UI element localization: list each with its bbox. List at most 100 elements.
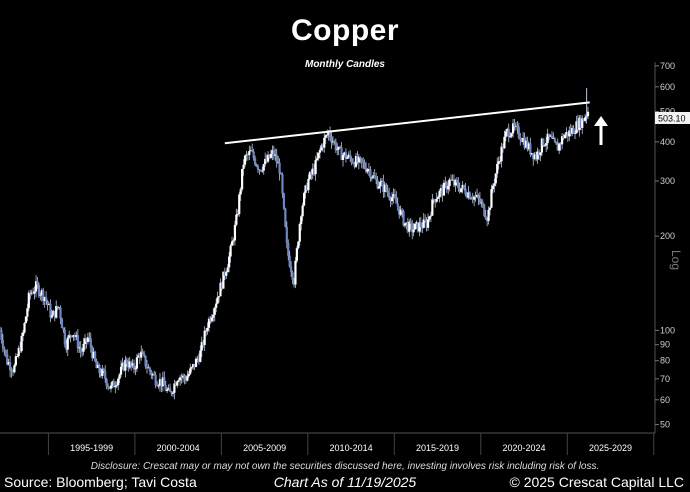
candle-body: [27, 292, 30, 309]
candle-body: [467, 192, 470, 198]
candle-body: [556, 144, 559, 151]
candle-body: [462, 185, 466, 189]
candle-body: [8, 362, 12, 371]
candle-body: [275, 154, 278, 163]
candle-body: [85, 338, 88, 342]
candle-body: [115, 385, 118, 387]
candle-body: [200, 342, 203, 351]
candle-body: [96, 364, 100, 369]
candle-body: [228, 256, 231, 268]
candle-body: [124, 359, 127, 371]
candle-body: [315, 158, 319, 161]
candle-body: [217, 296, 221, 298]
candle-body: [285, 226, 288, 243]
candle-body: [19, 347, 22, 352]
source-text: Source: Bloomberg; Tavi Costa: [4, 474, 197, 490]
candle-body: [122, 363, 126, 371]
candle-body: [199, 350, 202, 362]
candle-body: [269, 154, 273, 158]
candle-body: [213, 307, 216, 315]
candle-body: [432, 199, 435, 201]
candle-body: [553, 138, 556, 142]
footer-bar: Source: Bloomberg; Tavi Costa Chart As o…: [0, 474, 690, 492]
candle-body: [522, 138, 525, 142]
candle-body: [42, 290, 45, 301]
candle-body: [513, 123, 516, 127]
candle-body: [117, 378, 120, 386]
candle-body: [483, 204, 486, 216]
candle-body: [212, 314, 215, 318]
candle-body: [66, 337, 69, 350]
candle-body: [559, 143, 562, 145]
candle-body: [311, 168, 314, 175]
candle-body: [461, 185, 464, 189]
candle-body: [65, 344, 68, 350]
candle-body: [439, 188, 443, 191]
candle-body: [81, 351, 84, 353]
candle-body: [318, 150, 322, 153]
candle-body: [586, 111, 590, 117]
candle-body: [196, 358, 199, 360]
candle-body: [108, 386, 111, 389]
candle-body: [473, 196, 476, 200]
candle-body: [445, 182, 448, 190]
candle-body: [109, 385, 113, 389]
candle-body: [194, 358, 198, 368]
candle-body: [252, 151, 255, 159]
candle-body: [516, 125, 519, 128]
candle-body: [494, 173, 497, 184]
y-axis-label: Log: [669, 250, 683, 270]
candle-body: [491, 185, 494, 190]
candle-body: [327, 131, 330, 135]
candle-body: [30, 292, 33, 294]
chart-title: Copper: [291, 14, 399, 47]
candle-body: [545, 143, 548, 146]
candle-body: [79, 347, 82, 352]
candle-body: [428, 216, 431, 220]
candle-body: [288, 255, 291, 267]
candle-body: [451, 179, 454, 181]
candle-body: [98, 364, 101, 373]
candle-body: [323, 137, 326, 148]
y-tick-label: 70: [660, 374, 670, 384]
candle-body: [102, 368, 105, 372]
candle-body: [382, 180, 385, 192]
candle-body: [39, 294, 42, 296]
candle-body: [305, 185, 309, 191]
candle-body: [526, 140, 529, 150]
up-arrow-icon: [594, 116, 608, 145]
candle-body: [23, 323, 26, 333]
y-tick-label: 200: [660, 231, 675, 241]
candle-body: [72, 334, 75, 337]
candle-body: [11, 371, 15, 373]
candle-body: [519, 137, 522, 140]
candle-body: [300, 216, 303, 225]
candle-body: [118, 374, 121, 379]
candle-body: [424, 219, 427, 221]
candle-body: [88, 337, 91, 339]
candle-body: [246, 154, 249, 156]
candle-body: [582, 118, 585, 121]
candle-body: [576, 121, 580, 131]
candle-body: [418, 222, 421, 232]
candle-body: [111, 381, 114, 386]
candle-body: [173, 383, 176, 393]
candle-body: [377, 186, 381, 189]
candle-body: [3, 348, 6, 351]
candle-body: [57, 307, 61, 309]
candle-body: [468, 192, 471, 199]
y-tick-label: 50: [660, 420, 670, 430]
candle-body: [465, 194, 469, 198]
candle-body: [278, 162, 281, 174]
candle-body: [351, 162, 355, 164]
candle-body: [493, 183, 496, 186]
candle-body: [82, 343, 85, 352]
candle-body: [32, 292, 35, 294]
candle-body: [229, 245, 232, 257]
candle-body: [500, 146, 503, 162]
candle-body: [362, 162, 365, 163]
candle-body: [572, 128, 575, 134]
candle-body: [555, 141, 558, 145]
x-axis: 1995-1999 2000-2004 2005-2009 2010-2014 2015…: [0, 432, 655, 455]
candle-body: [437, 196, 440, 199]
